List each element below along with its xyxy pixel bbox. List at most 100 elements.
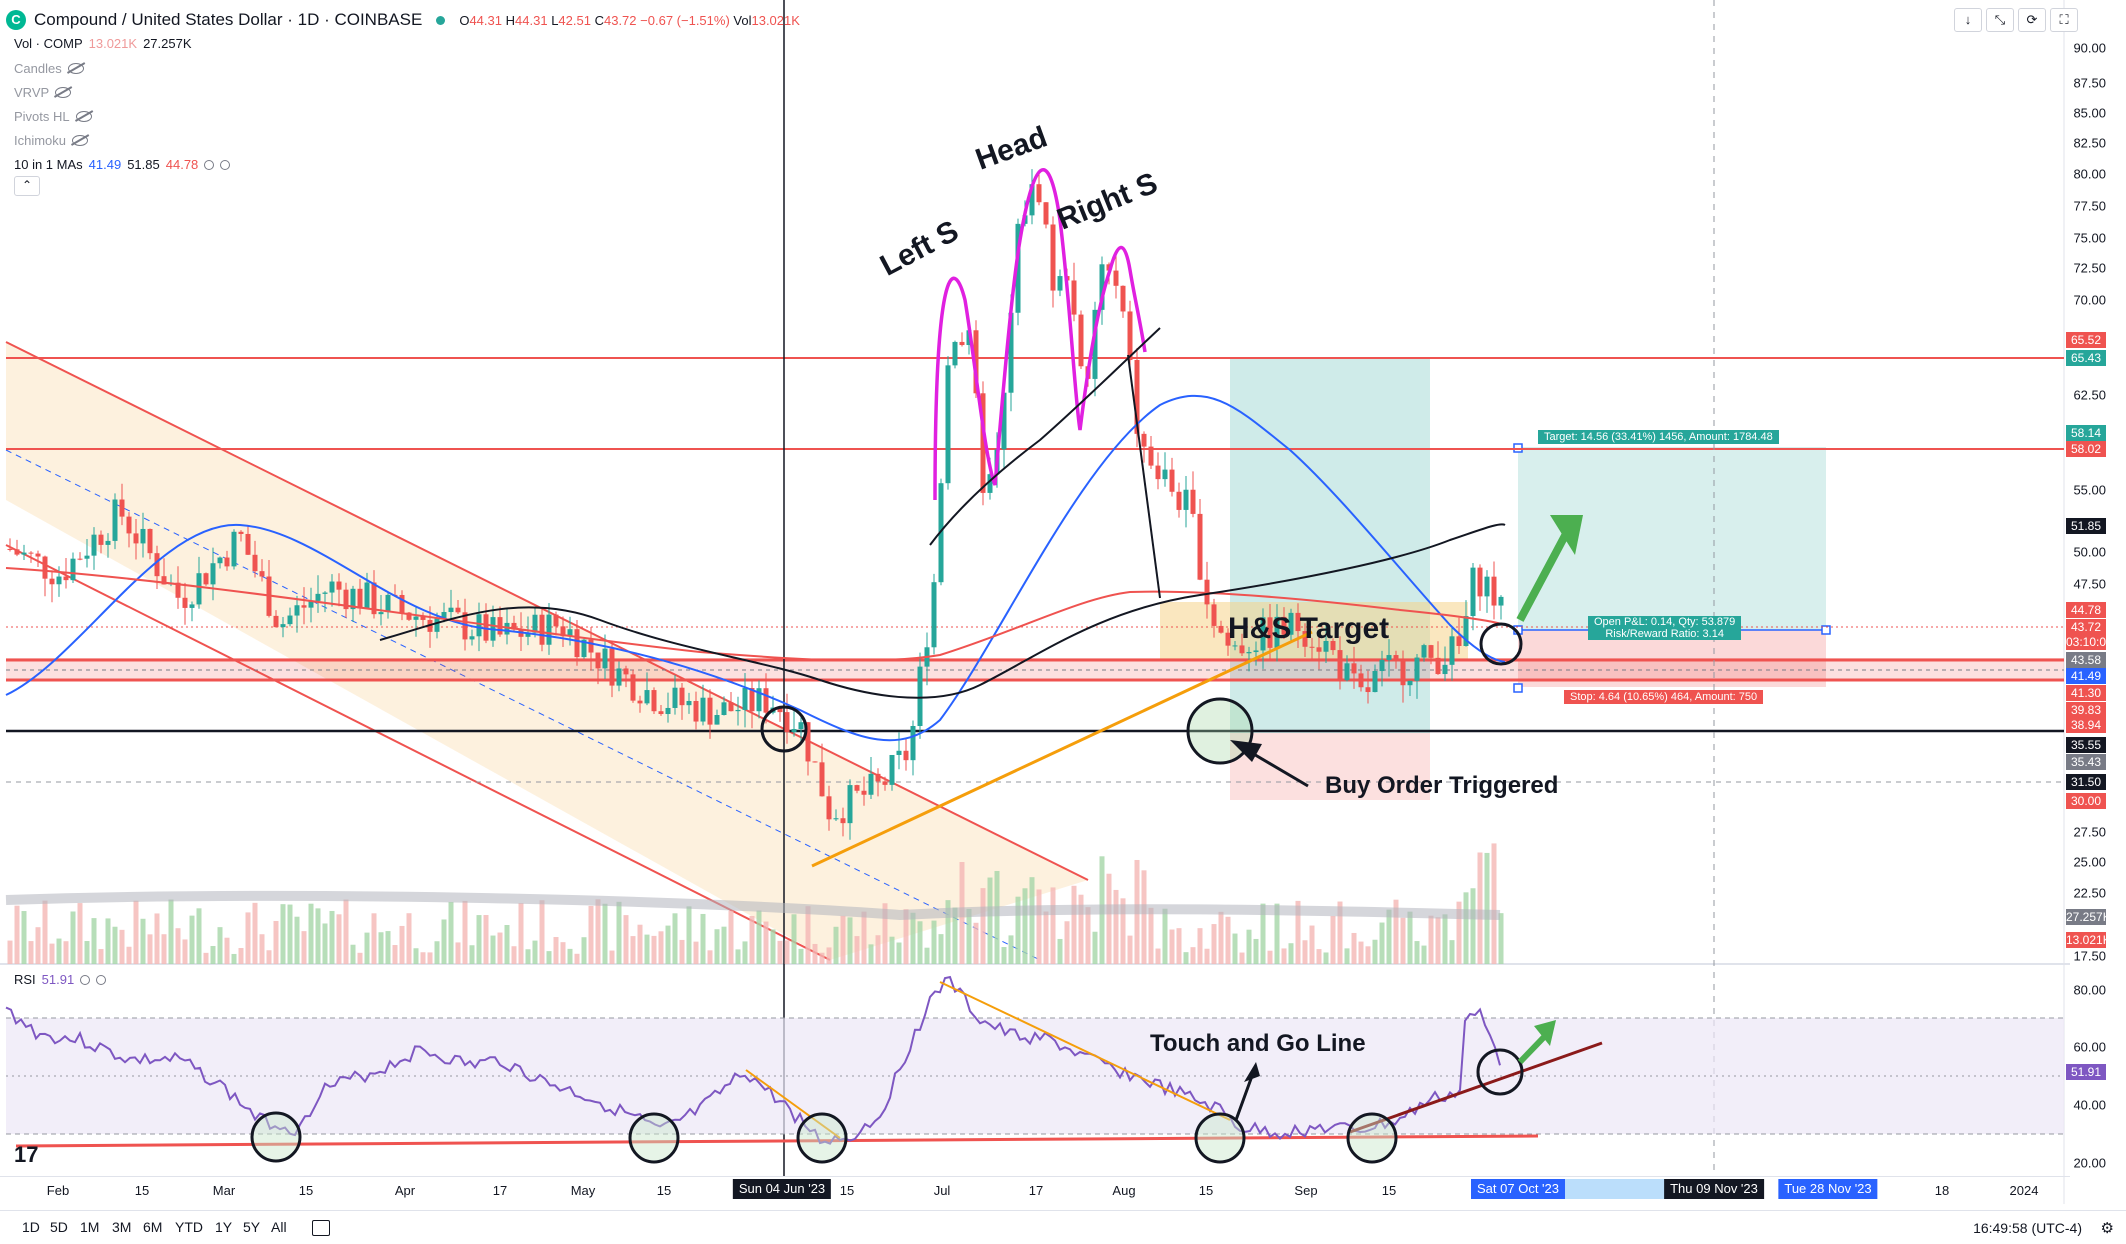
candle-body bbox=[336, 581, 342, 590]
range-5d-button[interactable]: 5D bbox=[50, 1219, 68, 1235]
candle-body bbox=[1120, 285, 1126, 312]
price-label: 41.49 bbox=[2066, 668, 2106, 684]
candle-body bbox=[1239, 645, 1245, 654]
hidden-eye-icon[interactable] bbox=[72, 135, 89, 146]
price-axis[interactable]: 90.00 87.50 85.00 82.50 80.00 77.50 75.00 72.50… bbox=[2064, 0, 2126, 1210]
candle-body bbox=[1358, 673, 1364, 688]
candle-body bbox=[483, 614, 489, 641]
pnl-label[interactable]: Open P&L: 0.14, Qty: 53.879 Risk/Reward R… bbox=[1588, 616, 1742, 640]
download-icon[interactable]: ↓ bbox=[1954, 8, 1982, 32]
x-tick: 15 bbox=[1198, 1183, 1214, 1198]
candle-body bbox=[364, 582, 370, 609]
candle-body bbox=[945, 365, 951, 484]
rsi-legend[interactable]: RSI 51.91 bbox=[14, 972, 107, 987]
settings-circle-icon[interactable] bbox=[80, 974, 91, 985]
candle-body bbox=[1071, 280, 1077, 315]
candle-body bbox=[812, 761, 818, 763]
volume-bar bbox=[980, 888, 986, 964]
candle-body bbox=[665, 707, 671, 715]
calendar-icon[interactable] bbox=[312, 1220, 330, 1236]
volume-bar bbox=[756, 910, 762, 964]
candle-body bbox=[133, 533, 139, 544]
hidden-eye-icon[interactable] bbox=[67, 63, 84, 74]
candle-body bbox=[42, 556, 48, 579]
volume-bar bbox=[1428, 915, 1434, 964]
range-6m-button[interactable]: 6M bbox=[143, 1219, 163, 1235]
x-tick: 18 bbox=[1934, 1183, 1950, 1198]
hidden-eye-icon[interactable] bbox=[75, 111, 92, 122]
volume-bar bbox=[70, 911, 76, 964]
settings-circle-icon[interactable] bbox=[96, 974, 107, 985]
volume-bar bbox=[1442, 914, 1448, 964]
legend-ichimoku[interactable]: Ichimoku bbox=[14, 133, 89, 148]
volume-bar bbox=[1323, 952, 1329, 964]
candle-body bbox=[637, 700, 643, 704]
reload-icon[interactable]: ⟳ bbox=[2018, 8, 2046, 32]
candle-body bbox=[1491, 576, 1497, 606]
volume-bar bbox=[427, 952, 433, 964]
target-label[interactable]: Target: 14.56 (33.41%) 1456, Amount: 178… bbox=[1538, 430, 1779, 444]
legend-pivots[interactable]: Pivots HL bbox=[14, 109, 92, 124]
candle-body bbox=[245, 533, 251, 555]
volume-bar bbox=[1155, 948, 1161, 964]
volume-legend[interactable]: Vol · COMP 13.021K 27.257K bbox=[14, 36, 192, 51]
range-all-button[interactable]: All bbox=[271, 1219, 287, 1235]
hidden-eye-icon[interactable] bbox=[55, 87, 72, 98]
range-3m-button[interactable]: 3M bbox=[112, 1219, 132, 1235]
legend-mas[interactable]: 10 in 1 MAs 41.49 51.85 44.78 bbox=[14, 157, 231, 172]
candle-body bbox=[1309, 646, 1315, 648]
candle-body bbox=[315, 593, 321, 601]
candle-body bbox=[567, 629, 573, 637]
candle-body bbox=[252, 554, 258, 572]
candle-body bbox=[1463, 616, 1469, 646]
price-label: 41.30 bbox=[2066, 685, 2106, 701]
candle-body bbox=[714, 715, 720, 725]
volume-bar bbox=[1113, 889, 1119, 964]
rsi-tick: 60.00 bbox=[2073, 1039, 2106, 1055]
volume-bar bbox=[1246, 929, 1252, 964]
range-ytd-button[interactable]: YTD bbox=[175, 1219, 203, 1235]
settings-circle-icon[interactable] bbox=[204, 159, 215, 170]
volume-bar bbox=[182, 939, 188, 964]
gear-icon[interactable]: ⚙ bbox=[2100, 1220, 2114, 1237]
volume-bar bbox=[833, 926, 839, 964]
range-1d-button[interactable]: 1D bbox=[22, 1219, 40, 1235]
candle-body bbox=[280, 624, 286, 628]
volume-bar bbox=[721, 926, 727, 964]
range-1m-button[interactable]: 1M bbox=[80, 1219, 100, 1235]
candle-body bbox=[357, 588, 363, 609]
hs-target-label: H&S Target bbox=[1228, 612, 1390, 645]
maximize-icon[interactable]: ⛶ bbox=[2050, 8, 2078, 32]
candle-body bbox=[126, 516, 132, 534]
candle-body bbox=[1078, 314, 1084, 367]
volume-bar bbox=[735, 949, 741, 964]
volume-bar bbox=[518, 903, 524, 964]
range-1y-button[interactable]: 1Y bbox=[215, 1219, 233, 1235]
volume-bar bbox=[861, 911, 867, 964]
volume-bar bbox=[588, 905, 594, 964]
candle-body bbox=[1421, 645, 1427, 658]
legend-candles[interactable]: Candles bbox=[14, 61, 84, 76]
volume-bar bbox=[1197, 928, 1203, 964]
candle-body bbox=[749, 688, 755, 712]
stop-label[interactable]: Stop: 4.64 (10.65%) 464, Amount: 750 bbox=[1564, 690, 1764, 704]
volume-bar bbox=[420, 952, 426, 964]
volume-bar bbox=[7, 940, 13, 964]
fullscreen-icon[interactable]: ⤡ bbox=[1986, 8, 2014, 32]
volume-bar bbox=[1141, 870, 1147, 964]
collapse-legend-button[interactable]: ⌃ bbox=[14, 176, 40, 196]
volume-bar bbox=[161, 934, 167, 964]
volume-bar bbox=[35, 927, 41, 964]
legend-vrvp[interactable]: VRVP bbox=[14, 85, 72, 100]
candle-body bbox=[889, 754, 895, 785]
price-tick: 90.00 bbox=[2073, 40, 2106, 56]
volume-bar bbox=[868, 944, 874, 964]
svg-text:17: 17 bbox=[14, 1142, 38, 1167]
symbol-title[interactable]: Compound / United States Dollar · 1D · C… bbox=[34, 10, 423, 29]
settings-circle-icon[interactable] bbox=[220, 159, 231, 170]
volume-bar bbox=[77, 903, 83, 964]
volume-bar bbox=[1190, 947, 1196, 964]
clock[interactable]: 16:49:58 (UTC-4) bbox=[1973, 1220, 2082, 1236]
range-5y-button[interactable]: 5Y bbox=[243, 1219, 261, 1235]
